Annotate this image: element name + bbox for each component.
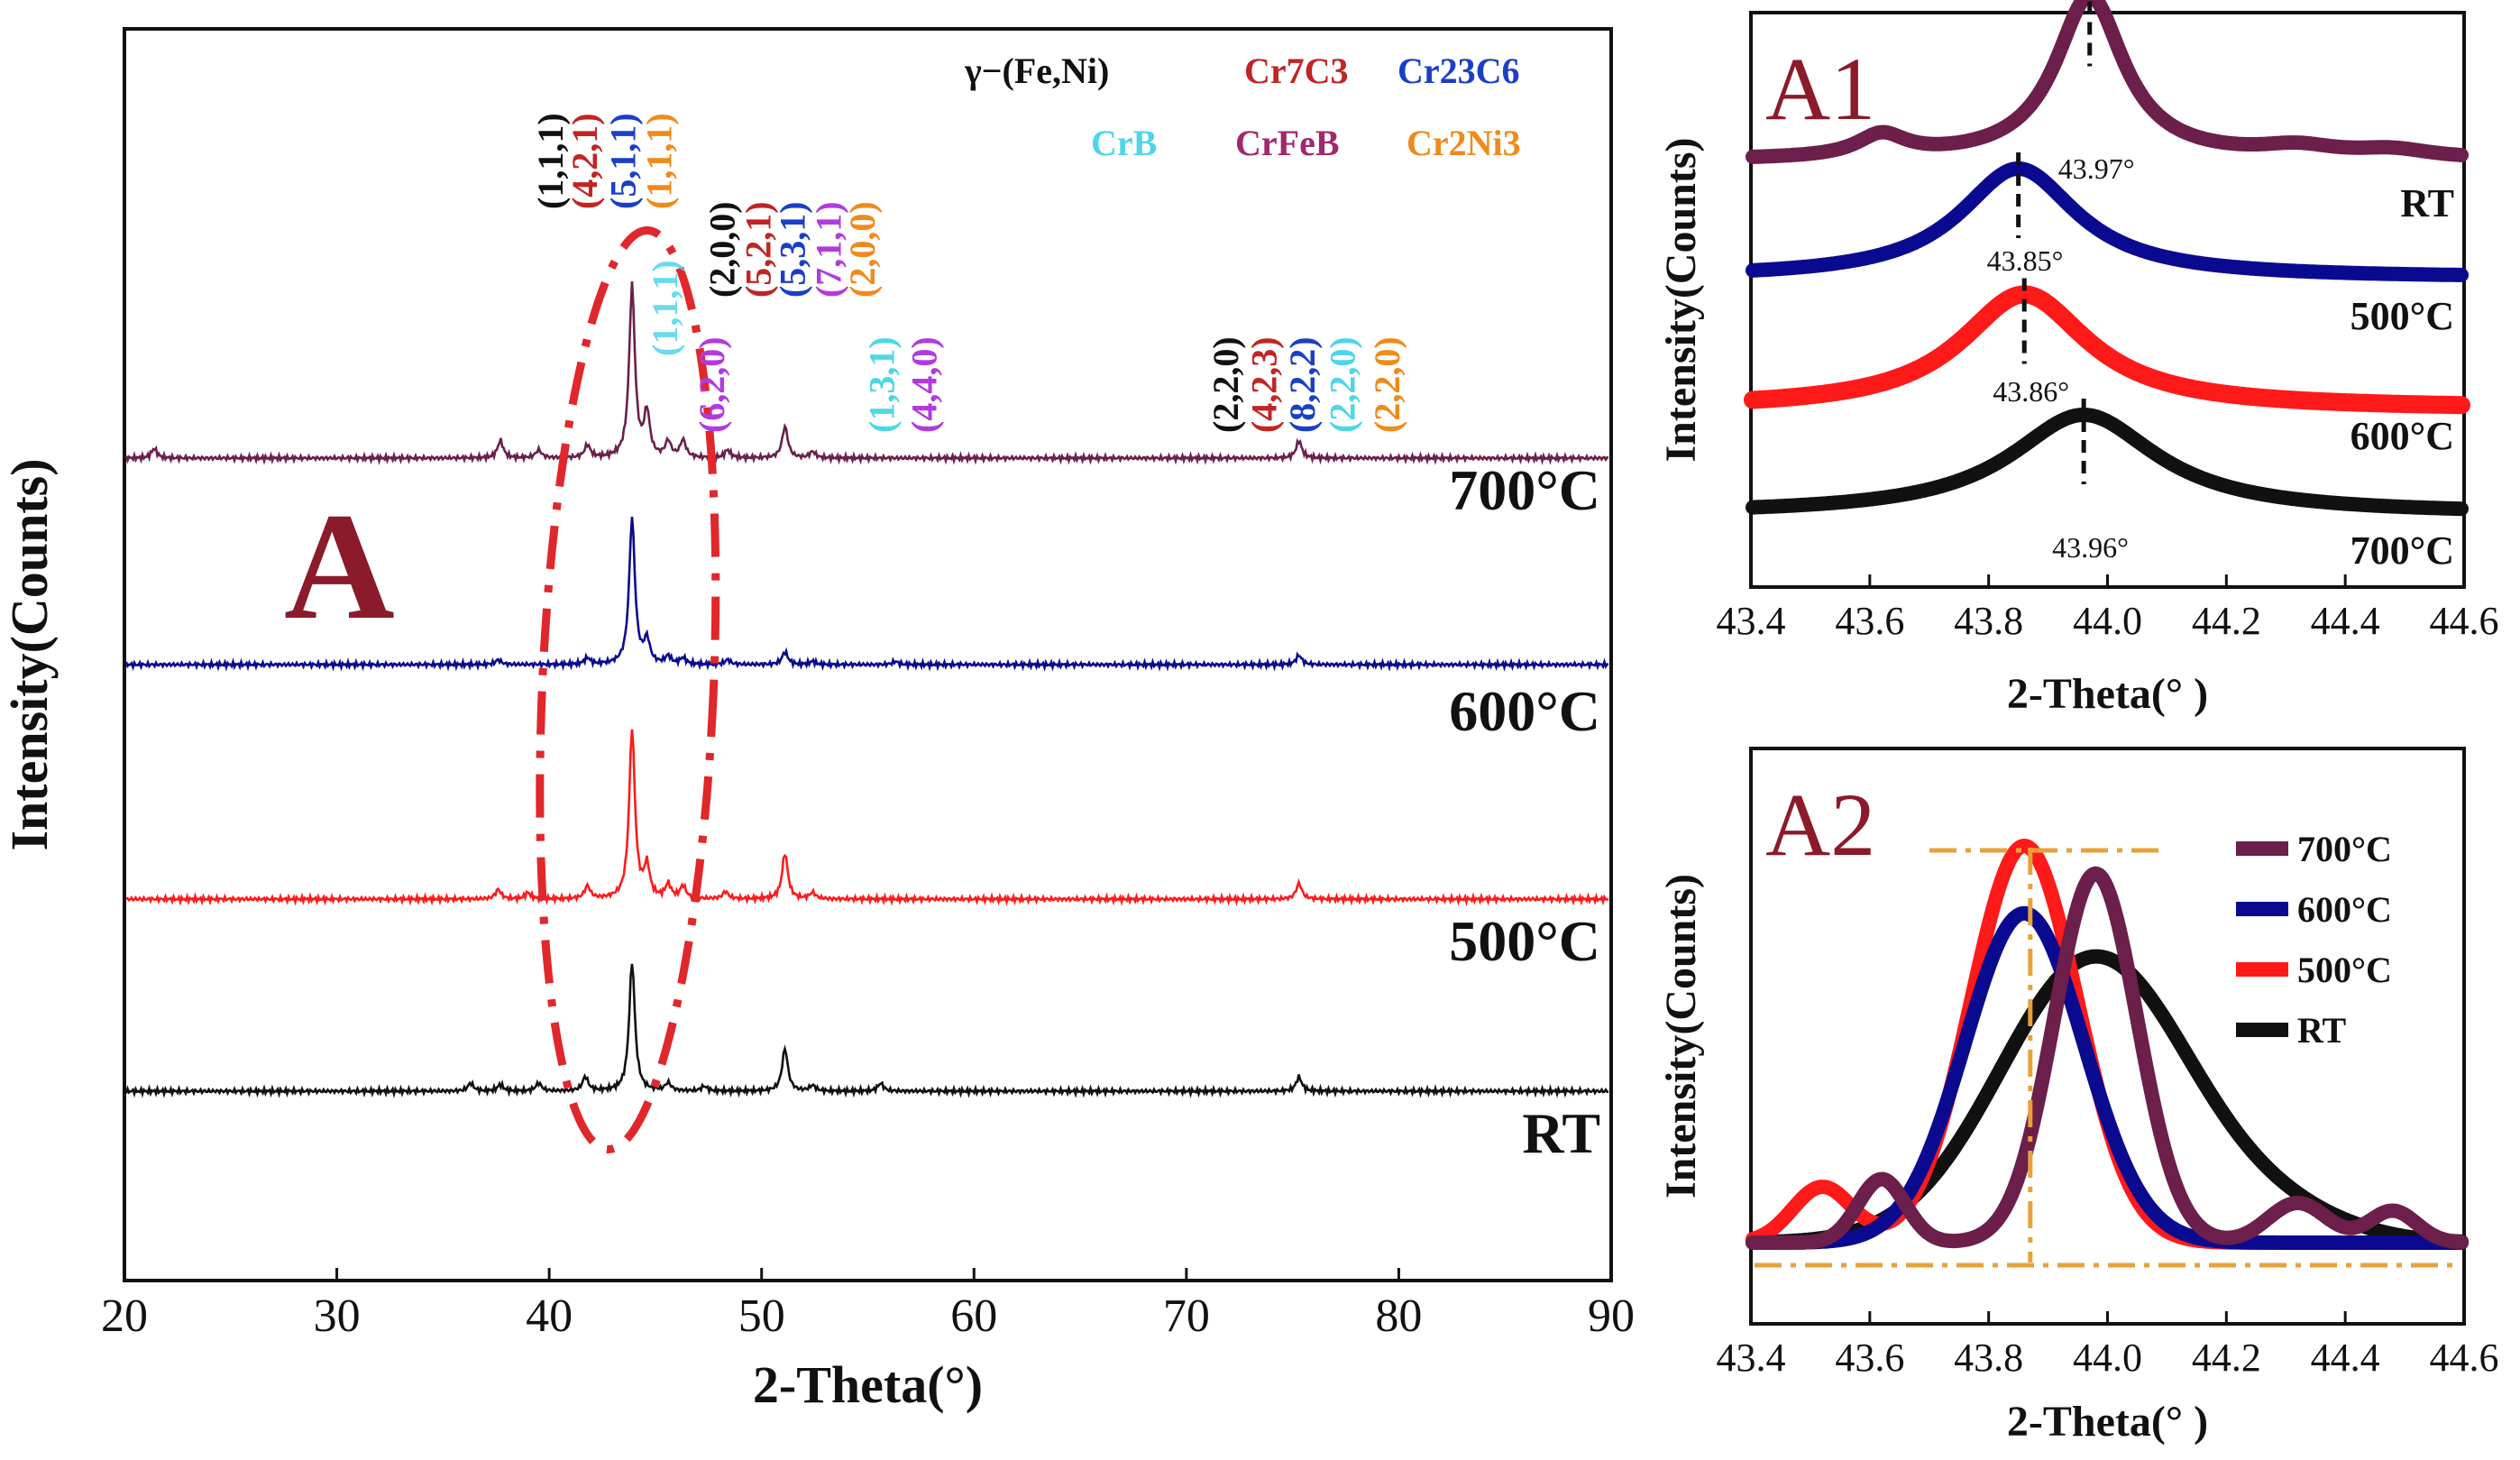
panel-a1-series-2 (1746, 161, 2469, 282)
panel-a1-peak-label: 43.85° (1987, 244, 2064, 277)
panel-a-miller-label: (5,2,1) (738, 201, 779, 298)
panel-a-curve-label: 700°C (1449, 458, 1600, 522)
panel-a-series-1 (125, 729, 1609, 906)
panel-a-curve-label: 500°C (1449, 909, 1600, 973)
panel-a1-x-tick-label: 43.4 (1717, 599, 1786, 643)
panel-a2-x-tick-label: 43.6 (1835, 1336, 1904, 1380)
panel-a-miller-label: (7,1,1) (808, 201, 848, 298)
panel-a1-peak-label: 43.97° (2058, 152, 2135, 185)
panel-a-series-2 (124, 517, 1609, 672)
panel-a-x-tick-label: 70 (1163, 1290, 1210, 1342)
panel-a1-x-axis-title: 2-Theta(° ) (2007, 670, 2208, 718)
panel-a-x-tick-label: 50 (738, 1290, 785, 1342)
panel-a-curve-label: RT (1522, 1101, 1600, 1165)
panel-a-phase-legend-item: Cr7C3 (1244, 51, 1349, 91)
panel-a-miller-label: (2,0,0) (842, 201, 883, 298)
panel-a2-x-axis-title: 2-Theta(° ) (2007, 1398, 2208, 1446)
panel-a-x-axis-title: 2-Theta(°) (753, 1355, 983, 1414)
panel-a2-x-tick-label: 43.8 (1954, 1336, 2023, 1380)
panel-a-y-axis-title: Intensity(Counts) (0, 458, 59, 850)
panel-a2-legend-label: RT (2297, 1010, 2346, 1051)
panel-a-miller-label: (2,2,0) (1323, 336, 1363, 433)
panel-a-series-0 (124, 963, 1609, 1098)
panel-a-phase-legend-item: Cr23C6 (1397, 51, 1520, 91)
panel-a2: 43.4 43.6 43.8 44.0 44.2 44.4 44.6 2-Theta(° ) I… (1657, 747, 2499, 1446)
panel-a-x-tick-label: 30 (314, 1290, 361, 1342)
panel-a-phase-legend-item: Cr2Ni3 (1407, 123, 1521, 163)
panel-a-x-tick-label: 90 (1588, 1290, 1635, 1342)
panel-a1-series-0 (1746, 408, 2469, 517)
panel-a1-curve-label: 500°C (2350, 294, 2454, 338)
panel-a-miller-label: (1,1,1) (645, 260, 685, 356)
panel-a-miller-label: (4,2,3) (1243, 336, 1284, 433)
panel-a1-series-3 (1746, 0, 2469, 164)
panel-a1-x-tick-label: 44.2 (2192, 599, 2261, 643)
panel-a-miller-label: (4,4,0) (903, 336, 944, 433)
panel-a1-x-tick-label: 43.8 (1954, 599, 2023, 643)
panel-a-phase-legend-item: CrFeB (1235, 123, 1340, 163)
panel-a-miller-label: (2,2,0) (1205, 336, 1246, 433)
panel-a1: 43.4 43.6 43.8 44.0 44.2 44.4 44.6 2-Theta(° ) I… (1657, 0, 2499, 718)
panel-a-curve-label: 600°C (1449, 679, 1600, 743)
panel-a2-y-axis-title: Intensity(Counts) (1657, 874, 1705, 1198)
panel-a: 20 30 40 50 60 70 80 90 2-Theta(°) Intensity(Coun… (0, 27, 1635, 1414)
panel-a2-legend-label: 600°C (2297, 889, 2392, 930)
panel-a-miller-label: (6,2,0) (692, 336, 732, 433)
panel-a2-x-tick-label: 44.6 (2430, 1336, 2499, 1380)
panel-a2-x-tick-label: 44.0 (2073, 1336, 2142, 1380)
panel-a-x-tick-label: 80 (1375, 1290, 1422, 1342)
panel-a1-letter: A1 (1765, 39, 1875, 139)
panel-a-miller-label: (4,2,1) (564, 113, 605, 209)
panel-a-miller-label: (1,1,1) (530, 113, 571, 209)
panel-a1-series-1 (1744, 285, 2470, 415)
panel-a2-series-0 (1746, 866, 2469, 1250)
panel-a-miller-label: (1,1,1) (638, 113, 679, 209)
panel-a-phase-legend-item: γ−(Fe,Ni) (964, 51, 1109, 91)
panel-a-x-tick-label: 40 (526, 1290, 573, 1342)
panel-a2-legend-label: 500°C (2297, 950, 2392, 990)
panel-a-letter: A (284, 482, 395, 651)
panel-a-miller-label: (8,2,2) (1282, 336, 1323, 433)
panel-a1-x-tick-label: 44.0 (2073, 599, 2142, 643)
panel-a-miller-label: (5,3,1) (772, 201, 812, 298)
panel-a-frame (123, 27, 1613, 1282)
panel-a2-letter: A2 (1765, 775, 1875, 875)
panel-a1-curve-label: RT (2400, 181, 2454, 225)
panel-a-miller-label: (2,2,0) (1367, 336, 1407, 433)
panel-a-miller-label: (1,3,1) (861, 336, 902, 433)
panel-a-miller-label: (5,1,1) (602, 113, 643, 209)
panel-a2-x-tick-label: 44.2 (2192, 1336, 2261, 1380)
panel-a1-y-axis-title: Intensity(Counts) (1657, 137, 1705, 462)
panel-a-phase-legend-item: CrB (1091, 123, 1157, 163)
panel-a-series-3 (124, 280, 1609, 465)
panel-a1-peak-label: 43.96° (2052, 531, 2129, 564)
panel-a-x-tick-label: 60 (950, 1290, 997, 1342)
panel-a-miller-label: (2,0,0) (702, 201, 743, 298)
panel-a1-curve-label: 600°C (2350, 414, 2454, 458)
panel-a1-x-tick-label: 43.6 (1835, 599, 1904, 643)
panel-a2-x-tick-label: 43.4 (1717, 1336, 1786, 1380)
panel-a1-peak-label: 43.86° (1993, 375, 2069, 408)
panel-a1-curve-label: 700°C (2350, 528, 2454, 573)
panel-a-x-tick-label: 20 (101, 1290, 148, 1342)
panel-a2-legend-label: 700°C (2297, 829, 2392, 869)
panel-a2-x-tick-label: 44.4 (2311, 1336, 2380, 1380)
panel-a1-x-tick-label: 44.4 (2311, 599, 2380, 643)
panel-a-highlight-ellipse (536, 225, 720, 1154)
panel-a2-series-1 (1746, 905, 2469, 1250)
panel-a1-x-tick-label: 44.6 (2430, 599, 2499, 643)
